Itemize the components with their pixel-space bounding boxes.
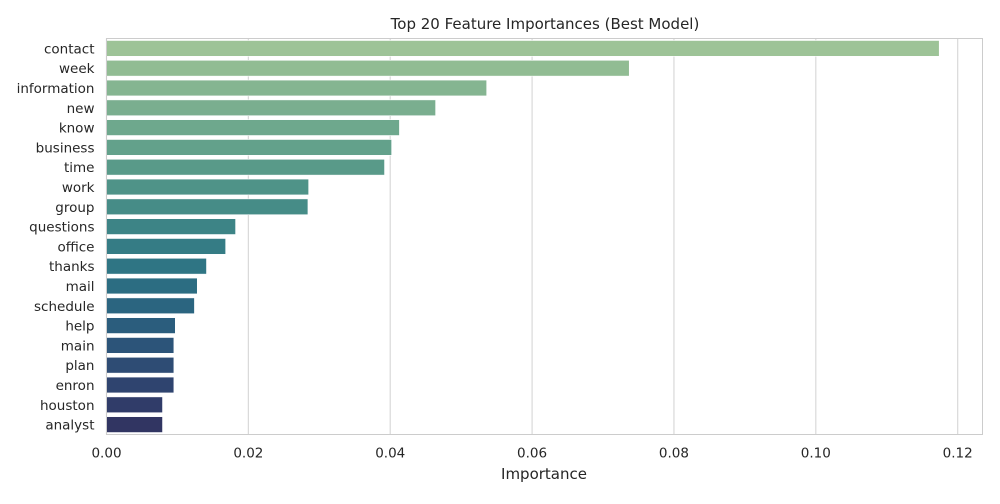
x-tick-labels: 0.00 0.02 0.04 0.06 0.08 0.10 0.12 — [91, 446, 972, 462]
y-tick-label: new — [67, 101, 95, 117]
x-tick-label: 0.02 — [233, 446, 263, 462]
bar-business — [106, 139, 392, 156]
y-tick-label: plan — [65, 358, 94, 374]
bar-enron — [106, 376, 175, 394]
bar-new — [106, 99, 436, 117]
y-tick-label: office — [57, 239, 94, 255]
bar-know — [106, 119, 400, 136]
grid-lines — [105, 38, 959, 435]
bar-schedule — [106, 297, 195, 315]
y-tick-label: know — [59, 121, 95, 137]
bar-help — [106, 317, 176, 334]
bar-work — [106, 178, 309, 196]
y-tick-label: contact — [44, 41, 95, 57]
x-tick-label: 0.08 — [659, 446, 689, 462]
y-tick-label: schedule — [34, 299, 95, 315]
y-tick-label: houston — [40, 398, 95, 414]
bar-mail — [106, 277, 198, 295]
x-tick-label: 0.10 — [801, 446, 831, 462]
bar-houston — [106, 396, 163, 414]
y-tick-label: information — [17, 81, 95, 97]
bar-information — [106, 79, 487, 97]
y-tick-label: thanks — [49, 259, 95, 275]
x-axis-label: Importance — [501, 465, 587, 483]
bar-time — [106, 158, 385, 176]
bar-thanks — [106, 257, 207, 275]
bar-analyst — [106, 416, 163, 433]
x-tick-label: 0.12 — [943, 446, 973, 462]
bar-week — [106, 59, 630, 77]
bar-plan — [106, 356, 175, 374]
y-tick-label: work — [62, 180, 95, 196]
bars — [106, 40, 940, 433]
bar-group — [106, 198, 309, 216]
y-tick-label: week — [59, 61, 95, 77]
x-tick-label: 0.00 — [91, 446, 121, 462]
bar-contact — [106, 40, 940, 57]
y-tick-label: main — [61, 338, 95, 354]
bar-questions — [106, 218, 236, 235]
y-tick-label: analyst — [45, 418, 94, 434]
y-tick-label: group — [55, 200, 94, 216]
y-tick-label: questions — [29, 220, 94, 236]
plot-frame — [106, 38, 983, 435]
bar-main — [106, 337, 175, 354]
y-tick-label: business — [36, 140, 95, 156]
y-tick-label: time — [64, 160, 95, 176]
x-tick-label: 0.06 — [517, 446, 547, 462]
bar-office — [106, 238, 226, 255]
y-tick-labels: contact week information new know business tim… — [17, 41, 95, 433]
chart-title: Top 20 Feature Importances (Best Model) — [390, 15, 700, 33]
y-tick-label: enron — [56, 378, 95, 394]
x-tick-label: 0.04 — [375, 446, 405, 462]
y-tick-label: mail — [66, 279, 95, 295]
y-tick-label: help — [65, 319, 94, 335]
